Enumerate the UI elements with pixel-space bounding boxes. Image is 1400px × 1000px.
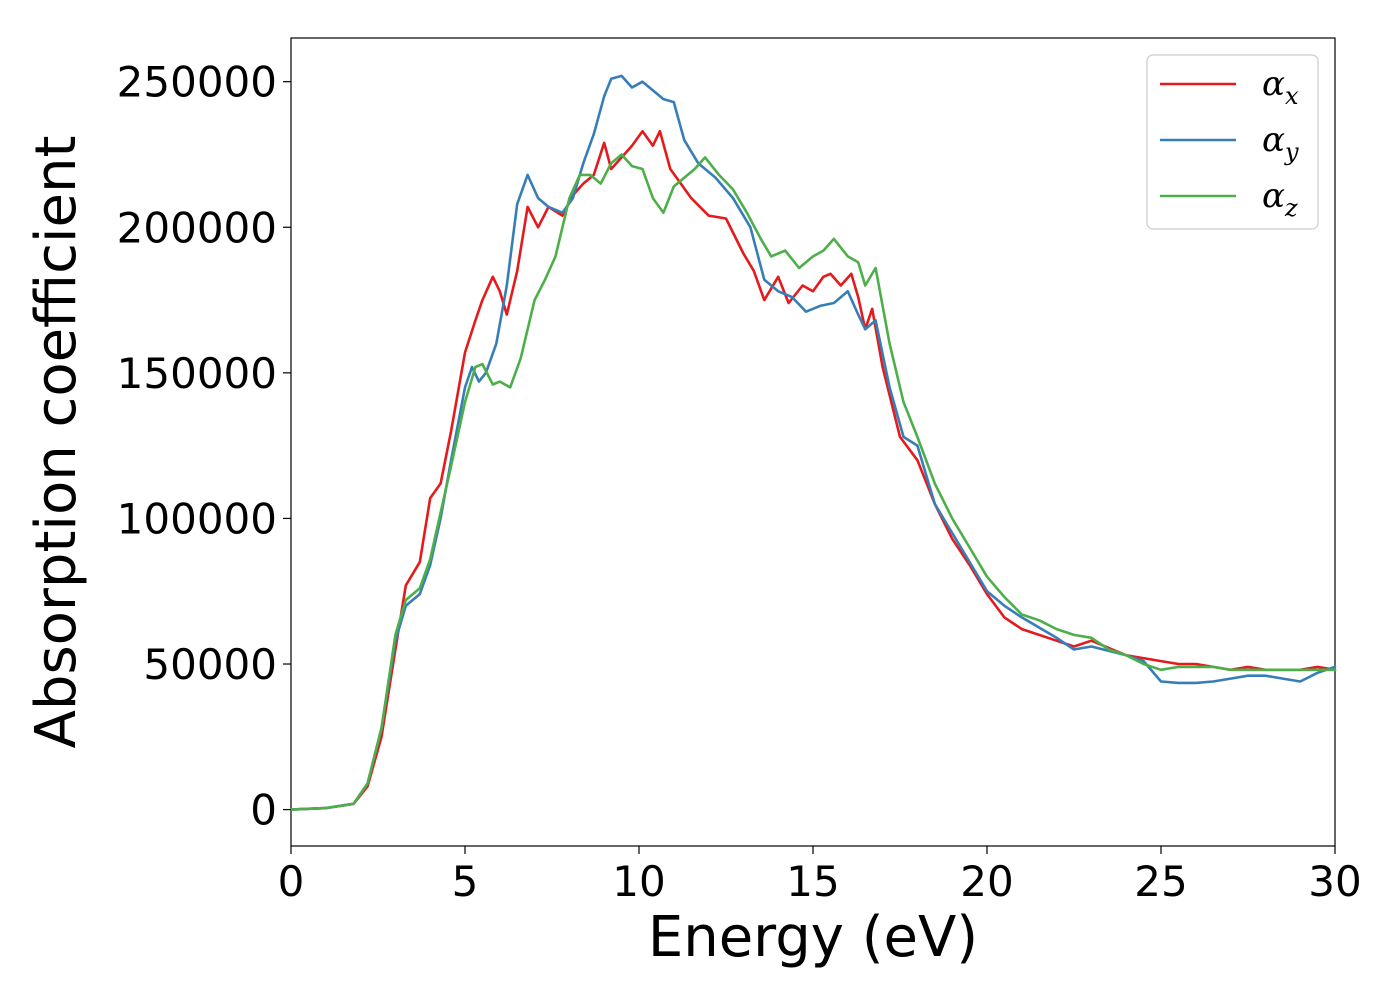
- series-line-x: [289, 129, 1337, 811]
- y-tick-label: 200000: [117, 203, 277, 252]
- y-tick-label: 100000: [117, 494, 277, 543]
- x-tick-label: 5: [452, 857, 479, 906]
- y-tick-label: 50000: [143, 640, 277, 689]
- legend-subscript: x: [1285, 82, 1299, 110]
- x-axis-label: Energy (eV): [648, 905, 978, 970]
- legend-symbol: α: [1262, 176, 1285, 216]
- legend-symbol: α: [1262, 120, 1285, 160]
- y-axis: 0 50000 100000 150000 200000 250000: [117, 58, 291, 835]
- x-tick-label: 0: [278, 857, 305, 906]
- x-tick-label: 20: [960, 857, 1013, 906]
- legend-label-x: αx: [1262, 64, 1299, 110]
- x-tick-label: 25: [1134, 857, 1187, 906]
- x-tick-label: 15: [786, 857, 839, 906]
- legend-box: [1146, 54, 1319, 230]
- legend-subscript: z: [1284, 194, 1298, 222]
- y-tick-label: 250000: [117, 58, 277, 107]
- series-layer: [289, 74, 1337, 811]
- y-tick-label: 0: [250, 786, 277, 835]
- series-line-z: [289, 153, 1337, 811]
- x-tick-label: 30: [1308, 857, 1361, 906]
- legend-symbol: α: [1262, 64, 1285, 104]
- y-tick-label: 150000: [117, 349, 277, 398]
- legend-label-y: αy: [1262, 120, 1299, 166]
- x-tick-label: 10: [612, 857, 665, 906]
- legend-subscript: y: [1284, 138, 1299, 166]
- legend-label-z: αz: [1262, 176, 1298, 222]
- x-axis: 0 5 10 15 20 25 30: [278, 846, 1362, 906]
- y-axis-label: Absorption coefficient: [24, 136, 89, 749]
